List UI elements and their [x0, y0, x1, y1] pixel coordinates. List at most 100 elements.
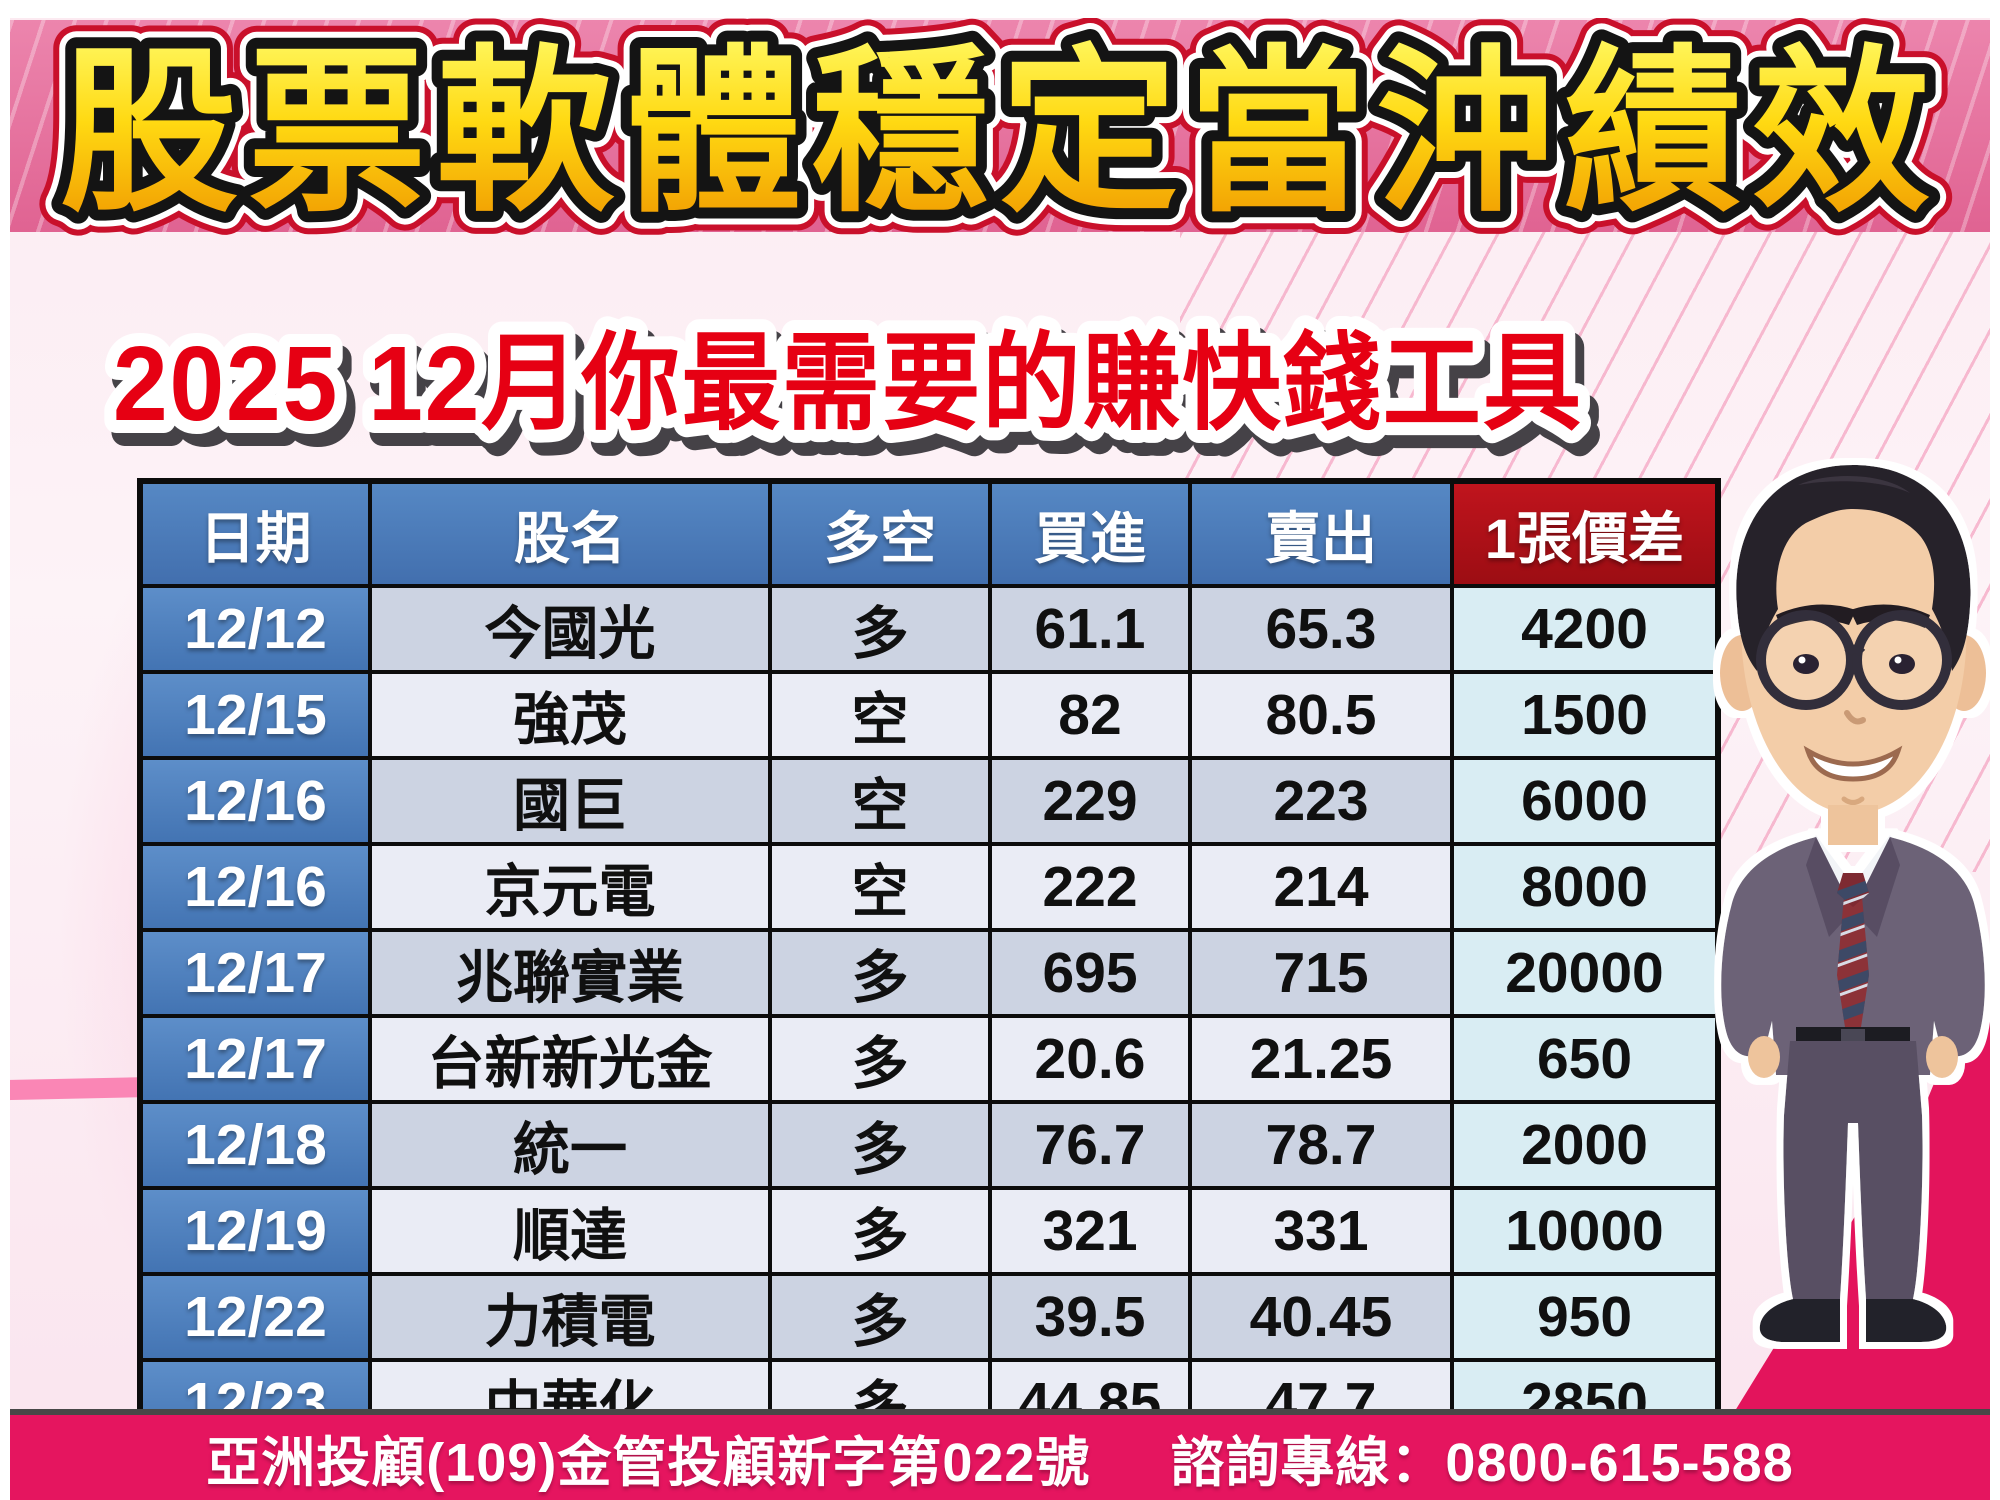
- header-stock-name: 股名: [368, 479, 772, 588]
- price-diff-cell: 2000: [1450, 1100, 1720, 1190]
- stock-name-cell: 強茂: [368, 670, 772, 760]
- price-diff-cell: 950: [1450, 1272, 1720, 1362]
- trousers: [1783, 1041, 1923, 1299]
- stock-name-cell: 台新新光金: [368, 1014, 772, 1104]
- subtitle-shadow: 2025 12月你最需要的賺快錢工具: [121, 337, 1591, 455]
- price-diff-cell: 4200: [1450, 584, 1720, 674]
- table-row: 12/15 強茂 空 82 80.5 1500: [138, 670, 1720, 760]
- buy-price-cell: 82: [988, 670, 1192, 760]
- price-diff-cell: 20000: [1450, 928, 1720, 1018]
- title-outline-black: 股票軟體穩定當沖績效: [60, 33, 1940, 232]
- sell-price-cell: 331: [1188, 1186, 1454, 1276]
- buy-price-cell: 695: [988, 928, 1192, 1018]
- performance-table: 日期 股名 多空 買進 賣出 1張價差 12/12 今國光 多 61.1 65.…: [137, 478, 1721, 1450]
- hotline-text: 諮詢專線：0800-615-588: [1170, 1433, 1794, 1493]
- eye: [1793, 654, 1819, 674]
- direction-cell: 空: [768, 842, 992, 932]
- chin-line: [1841, 796, 1865, 805]
- title-outline-red: 股票軟體穩定當沖績效: [60, 33, 1940, 232]
- direction-cell: 空: [768, 756, 992, 846]
- sell-price-cell: 223: [1188, 756, 1454, 846]
- hair: [1736, 465, 1971, 671]
- spokesman-illustration: [1720, 465, 1986, 1342]
- table-row: 12/18 統一 多 76.7 78.7 2000: [138, 1100, 1720, 1190]
- buy-price-cell: 61.1: [988, 584, 1192, 674]
- table-row: 12/19 順達 多 321 331 10000: [138, 1186, 1720, 1276]
- page-title: 股票軟體穩定當沖績效 股票軟體穩定當沖績效 股票軟體穩定當沖績效 股票軟體穩定當…: [37, 14, 1953, 239]
- header-date: 日期: [138, 479, 372, 588]
- direction-cell: 空: [768, 670, 992, 760]
- date-cell: 12/22: [138, 1272, 372, 1362]
- date-cell: 12/17: [138, 928, 372, 1018]
- header-price-diff: 1張價差: [1450, 479, 1720, 588]
- direction-cell: 多: [768, 1272, 992, 1362]
- eye-glint: [1798, 656, 1806, 664]
- neck: [1828, 805, 1878, 845]
- table-row: 12/17 台新新光金 多 20.6 21.25 650: [138, 1014, 1720, 1104]
- header-sell: 賣出: [1188, 479, 1454, 588]
- table-row: 12/16 國巨 空 229 223 6000: [138, 756, 1720, 846]
- subtitle-text: 2025 12月你最需要的賺快錢工具: [113, 325, 1583, 443]
- table-row: 12/17 兆聯實業 多 695 715 20000: [138, 928, 1720, 1018]
- stock-name-cell: 京元電: [368, 842, 772, 932]
- eye-glint: [1894, 656, 1902, 664]
- direction-cell: 多: [768, 928, 992, 1018]
- footer-bar: 亞洲投顧(109)金管投顧新字第022號 諮詢專線：0800-615-588: [0, 1409, 2000, 1500]
- price-diff-cell: 6000: [1450, 756, 1720, 846]
- buy-price-cell: 76.7: [988, 1100, 1192, 1190]
- license-text: 亞洲投顧(109)金管投顧新字第022號: [206, 1433, 1091, 1493]
- page-subtitle: 2025 12月你最需要的賺快錢工具 2025 12月你最需要的賺快錢工具 20…: [100, 312, 1603, 461]
- date-cell: 12/17: [138, 1014, 372, 1104]
- glasses-bridge: [1844, 644, 1866, 657]
- tie-stripes: [1837, 873, 1869, 1027]
- title-text: 股票軟體穩定當沖績效: [60, 33, 1940, 232]
- buy-price-cell: 321: [988, 1186, 1192, 1276]
- hair-highlight: [1798, 475, 1910, 493]
- stock-name-cell: 統一: [368, 1100, 772, 1190]
- table-row: 12/12 今國光 多 61.1 65.3 4200: [138, 584, 1720, 674]
- buy-price-cell: 222: [988, 842, 1192, 932]
- sell-price-cell: 80.5: [1188, 670, 1454, 760]
- nose: [1844, 710, 1866, 725]
- price-diff-cell: 1500: [1450, 670, 1720, 760]
- table-row: 12/16 京元電 空 222 214 8000: [138, 842, 1720, 932]
- shirt-collar: [1804, 835, 1902, 911]
- date-cell: 12/16: [138, 842, 372, 932]
- date-cell: 12/18: [138, 1100, 372, 1190]
- subtitle-outline-white: 2025 12月你最需要的賺快錢工具: [113, 325, 1583, 443]
- stock-name-cell: 兆聯實業: [368, 928, 772, 1018]
- date-cell: 12/12: [138, 584, 372, 674]
- buy-price-cell: 39.5: [988, 1272, 1192, 1362]
- header-buy: 買進: [988, 479, 1192, 588]
- performance-table-wrap: 日期 股名 多空 買進 賣出 1張價差 12/12 今國光 多 61.1 65.…: [137, 478, 1721, 1450]
- title-band: [10, 20, 1990, 232]
- sell-price-cell: 78.7: [1188, 1100, 1454, 1190]
- sell-price-cell: 40.45: [1188, 1272, 1454, 1362]
- hand: [1926, 1036, 1958, 1078]
- direction-cell: 多: [768, 584, 992, 674]
- buy-price-cell: 20.6: [988, 1014, 1192, 1104]
- sell-price-cell: 21.25: [1188, 1014, 1454, 1104]
- table-row: 12/22 力積電 多 39.5 40.45 950: [138, 1272, 1720, 1362]
- date-cell: 12/16: [138, 756, 372, 846]
- eye: [1889, 654, 1915, 674]
- stock-name-cell: 順達: [368, 1186, 772, 1276]
- price-diff-cell: 8000: [1450, 842, 1720, 932]
- sell-price-cell: 65.3: [1188, 584, 1454, 674]
- direction-cell: 多: [768, 1186, 992, 1276]
- stock-name-cell: 今國光: [368, 584, 772, 674]
- price-diff-cell: 650: [1450, 1014, 1720, 1104]
- sell-price-cell: 715: [1188, 928, 1454, 1018]
- price-diff-cell: 10000: [1450, 1186, 1720, 1276]
- direction-cell: 多: [768, 1014, 992, 1104]
- shoe: [1759, 1299, 1840, 1342]
- belt-buckle: [1841, 1029, 1865, 1043]
- direction-cell: 多: [768, 1100, 992, 1190]
- sell-price-cell: 214: [1188, 842, 1454, 932]
- mouth: [1803, 745, 1903, 782]
- hand: [1748, 1036, 1780, 1078]
- header-row: 日期 股名 多空 買進 賣出 1張價差: [138, 479, 1720, 588]
- buy-price-cell: 229: [988, 756, 1192, 846]
- suit-lapel: [1806, 837, 1853, 937]
